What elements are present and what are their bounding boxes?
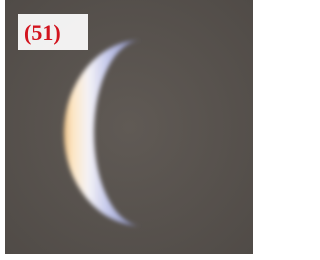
photo: (51) <box>0 0 253 260</box>
figure-label: (51) <box>24 20 61 45</box>
page: (51) (() => { const data = JSON.parse(do… <box>0 0 253 260</box>
